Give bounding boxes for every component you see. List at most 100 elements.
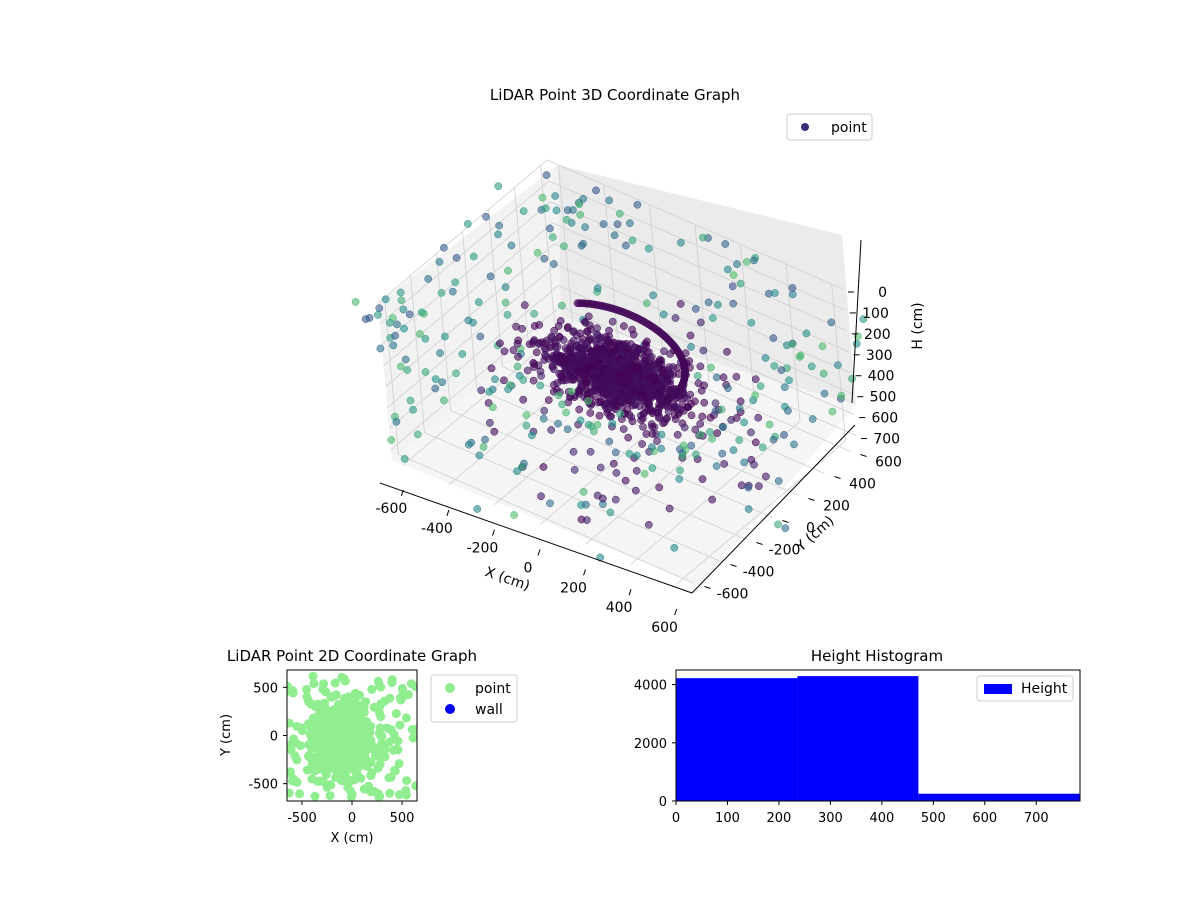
- data-point: [621, 476, 630, 485]
- data-point-2d: [390, 766, 400, 776]
- data-point: [570, 466, 579, 474]
- data-point: [848, 374, 856, 383]
- data-point: [562, 215, 571, 224]
- data-point: [544, 396, 553, 404]
- data-point: [704, 298, 713, 307]
- data-point: [579, 488, 588, 496]
- data-point: [691, 305, 700, 313]
- data-point-2d: [361, 753, 370, 763]
- data-point: [593, 351, 602, 359]
- x-tick: [537, 549, 541, 556]
- data-point: [537, 372, 545, 380]
- data-point: [743, 257, 751, 266]
- x-tick-2d-label: 500: [390, 811, 415, 826]
- data-point: [670, 543, 679, 552]
- x-tick-hist-label: 100: [715, 811, 740, 826]
- data-point: [612, 362, 620, 371]
- data-point: [554, 391, 563, 400]
- data-point: [744, 483, 753, 492]
- data-point-2d: [373, 763, 383, 773]
- data-point: [719, 423, 727, 431]
- data-point-2d: [309, 679, 319, 689]
- data-point: [619, 425, 628, 433]
- data-point: [586, 409, 595, 417]
- data-point-2d: [292, 777, 302, 787]
- data-point: [607, 412, 615, 421]
- data-point: [554, 419, 562, 428]
- data-point: [580, 343, 589, 352]
- data-point: [495, 221, 504, 230]
- data-point: [598, 494, 607, 503]
- data-point-2d: [302, 692, 312, 702]
- data-point: [680, 361, 688, 369]
- data-point: [818, 342, 827, 351]
- data-point: [507, 241, 516, 250]
- data-point-2d: [395, 720, 405, 730]
- data-point-2d: [341, 711, 350, 721]
- data-point: [530, 322, 539, 330]
- data-point: [808, 415, 817, 423]
- data-point: [375, 304, 384, 313]
- legend-3d: point: [786, 113, 873, 141]
- data-point: [616, 409, 625, 418]
- data-point: [707, 363, 715, 372]
- y-axis-2d-label: Y (cm): [219, 714, 234, 757]
- data-point: [361, 315, 370, 323]
- data-point: [582, 500, 590, 509]
- legend-histogram-swatch: [984, 684, 1012, 694]
- legend-2d-wall-label: wall: [475, 702, 503, 718]
- grid-line: [377, 159, 844, 304]
- data-point: [529, 376, 538, 385]
- data-point: [564, 324, 572, 332]
- data-point: [620, 351, 629, 360]
- data-point: [514, 352, 522, 361]
- data-point: [640, 469, 649, 478]
- data-point: [420, 309, 428, 318]
- data-point: [637, 416, 646, 424]
- grid-line: [381, 201, 847, 346]
- data-point: [528, 431, 536, 440]
- legend-2d: point wall: [430, 674, 518, 723]
- data-point: [633, 200, 642, 209]
- data-point: [625, 450, 634, 458]
- points-2d: [287, 671, 417, 801]
- data-point-2d: [342, 738, 351, 748]
- x-tick: [628, 589, 632, 596]
- data-point: [699, 346, 708, 355]
- data-point: [728, 282, 737, 291]
- data-point: [781, 524, 790, 533]
- data-point: [675, 393, 683, 402]
- data-point: [401, 355, 410, 364]
- data-point: [569, 447, 578, 456]
- data-point: [458, 350, 467, 358]
- data-point: [464, 440, 473, 449]
- y-tick: [756, 542, 763, 545]
- data-point-2d: [408, 733, 417, 743]
- data-point: [713, 429, 722, 437]
- data-point: [733, 260, 741, 268]
- data-point: [712, 373, 721, 382]
- grid-line: [488, 209, 799, 496]
- data-point: [735, 404, 744, 413]
- data-point: [396, 362, 405, 371]
- data-point: [583, 516, 591, 524]
- data-point: [539, 463, 548, 471]
- data-point: [463, 220, 472, 228]
- data-point: [576, 350, 585, 359]
- data-point: [523, 366, 532, 375]
- data-point: [605, 375, 614, 384]
- chart-2d: LiDAR Point 2D Coordinate Graph -500 0 500…: [219, 647, 518, 846]
- data-point: [396, 288, 405, 297]
- data-point: [512, 322, 520, 331]
- data-point: [612, 469, 621, 477]
- data-point-2d: [289, 734, 299, 744]
- y-tick-hist-label: 4000: [634, 679, 667, 694]
- data-point: [595, 359, 604, 368]
- data-point: [686, 331, 695, 340]
- data-point: [657, 386, 666, 394]
- data-point: [546, 224, 554, 233]
- data-point: [642, 430, 651, 438]
- x-tick-label: 200: [560, 580, 587, 596]
- data-point-2d: [324, 756, 334, 766]
- data-point: [639, 423, 647, 431]
